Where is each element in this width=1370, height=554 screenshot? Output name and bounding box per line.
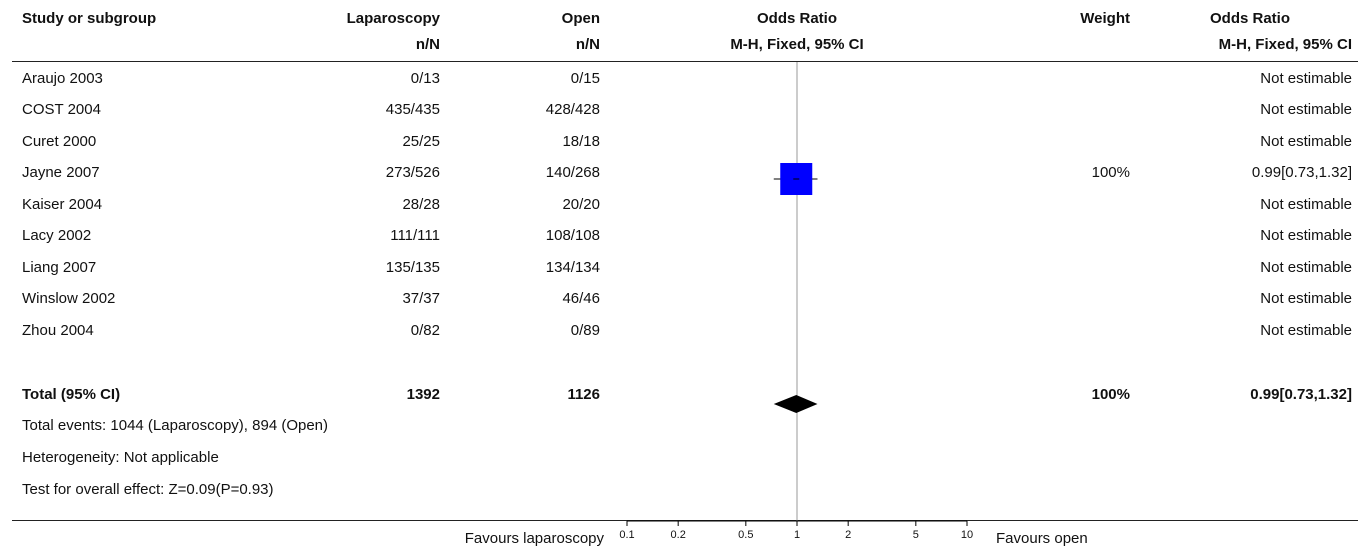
- open-events: 108/108: [545, 227, 600, 244]
- ci-value: Not estimable: [1260, 290, 1352, 307]
- study-name: Curet 2000: [22, 133, 97, 150]
- open-events: 0/89: [570, 322, 600, 339]
- study-name: Liang 2007: [22, 259, 97, 276]
- overall-effect: Test for overall effect: Z=0.09(P=0.93): [22, 481, 274, 498]
- header-laparoscopy: Laparoscopy: [346, 10, 440, 27]
- header-laparoscopy-sub: n/N: [415, 36, 440, 53]
- x-tick-label: 5: [913, 529, 919, 541]
- ci-value: Not estimable: [1260, 101, 1352, 118]
- lap-events: 135/135: [385, 259, 440, 276]
- lap-events: 111/111: [390, 227, 440, 244]
- open-events: 0/15: [570, 70, 600, 87]
- x-tick-label: 2: [845, 529, 851, 541]
- header-open-sub: n/N: [575, 36, 600, 53]
- x-tick-label: 0.2: [671, 529, 686, 541]
- header-odds-ratio-method: M-H, Fixed, 95% CI: [730, 36, 864, 53]
- favours-left-label: Favours laparoscopy: [464, 530, 604, 547]
- lap-events: 435/435: [385, 101, 440, 118]
- open-events: 428/428: [545, 101, 600, 118]
- ci-value: Not estimable: [1260, 133, 1352, 150]
- x-tick-label: 0.5: [738, 529, 753, 541]
- open-events: 134/134: [545, 259, 600, 276]
- study-name: COST 2004: [22, 101, 101, 118]
- open-events: 20/20: [562, 196, 600, 213]
- lap-events: 0/13: [410, 70, 440, 87]
- study-name: Winslow 2002: [22, 290, 116, 307]
- lap-events: 37/37: [402, 290, 440, 307]
- total-lap: 1392: [406, 386, 440, 403]
- open-events: 46/46: [562, 290, 600, 307]
- x-tick-label: 10: [961, 529, 973, 541]
- favours-right-label: Favours open: [996, 530, 1088, 547]
- ci-value: 0.99[0.73,1.32]: [1251, 164, 1352, 181]
- summary-diamond: [773, 395, 818, 413]
- lap-events: 273/526: [385, 164, 440, 181]
- study-name: Lacy 2002: [22, 227, 92, 244]
- header-odds-ratio-2: Odds Ratio: [1209, 10, 1290, 27]
- header-study: Study or subgroup: [22, 10, 157, 27]
- x-tick-label: 0.1: [619, 529, 634, 541]
- study-name: Zhou 2004: [22, 322, 94, 339]
- x-tick-label: 1: [794, 529, 800, 541]
- header-open: Open: [561, 10, 600, 27]
- total-events: Total events: 1044 (Laparoscopy), 894 (O…: [22, 417, 329, 434]
- ci-value: Not estimable: [1260, 227, 1352, 244]
- total-ci: 0.99[0.73,1.32]: [1250, 386, 1352, 403]
- lap-events: 28/28: [402, 196, 440, 213]
- ci-value: Not estimable: [1260, 259, 1352, 276]
- lap-events: 0/82: [410, 322, 440, 339]
- total-weight: 100%: [1091, 386, 1130, 403]
- ci-value: Not estimable: [1260, 196, 1352, 213]
- header-odds-ratio: Odds Ratio: [756, 10, 837, 27]
- heterogeneity: Heterogeneity: Not applicable: [22, 449, 219, 466]
- total-label: Total (95% CI): [22, 386, 121, 403]
- study-name: Jayne 2007: [22, 164, 100, 181]
- study-name: Araujo 2003: [22, 70, 103, 87]
- ci-value: Not estimable: [1260, 322, 1352, 339]
- ci-value: Not estimable: [1260, 70, 1352, 87]
- header-rule: [12, 61, 1358, 62]
- weight-value: 100%: [1091, 164, 1130, 181]
- open-events: 140/268: [545, 164, 600, 181]
- total-open: 1126: [567, 386, 600, 403]
- open-events: 18/18: [562, 133, 600, 150]
- header-weight: Weight: [1080, 10, 1130, 27]
- study-name: Kaiser 2004: [22, 196, 103, 213]
- header-odds-ratio-2-method: M-H, Fixed, 95% CI: [1218, 36, 1352, 53]
- lap-events: 25/25: [402, 133, 440, 150]
